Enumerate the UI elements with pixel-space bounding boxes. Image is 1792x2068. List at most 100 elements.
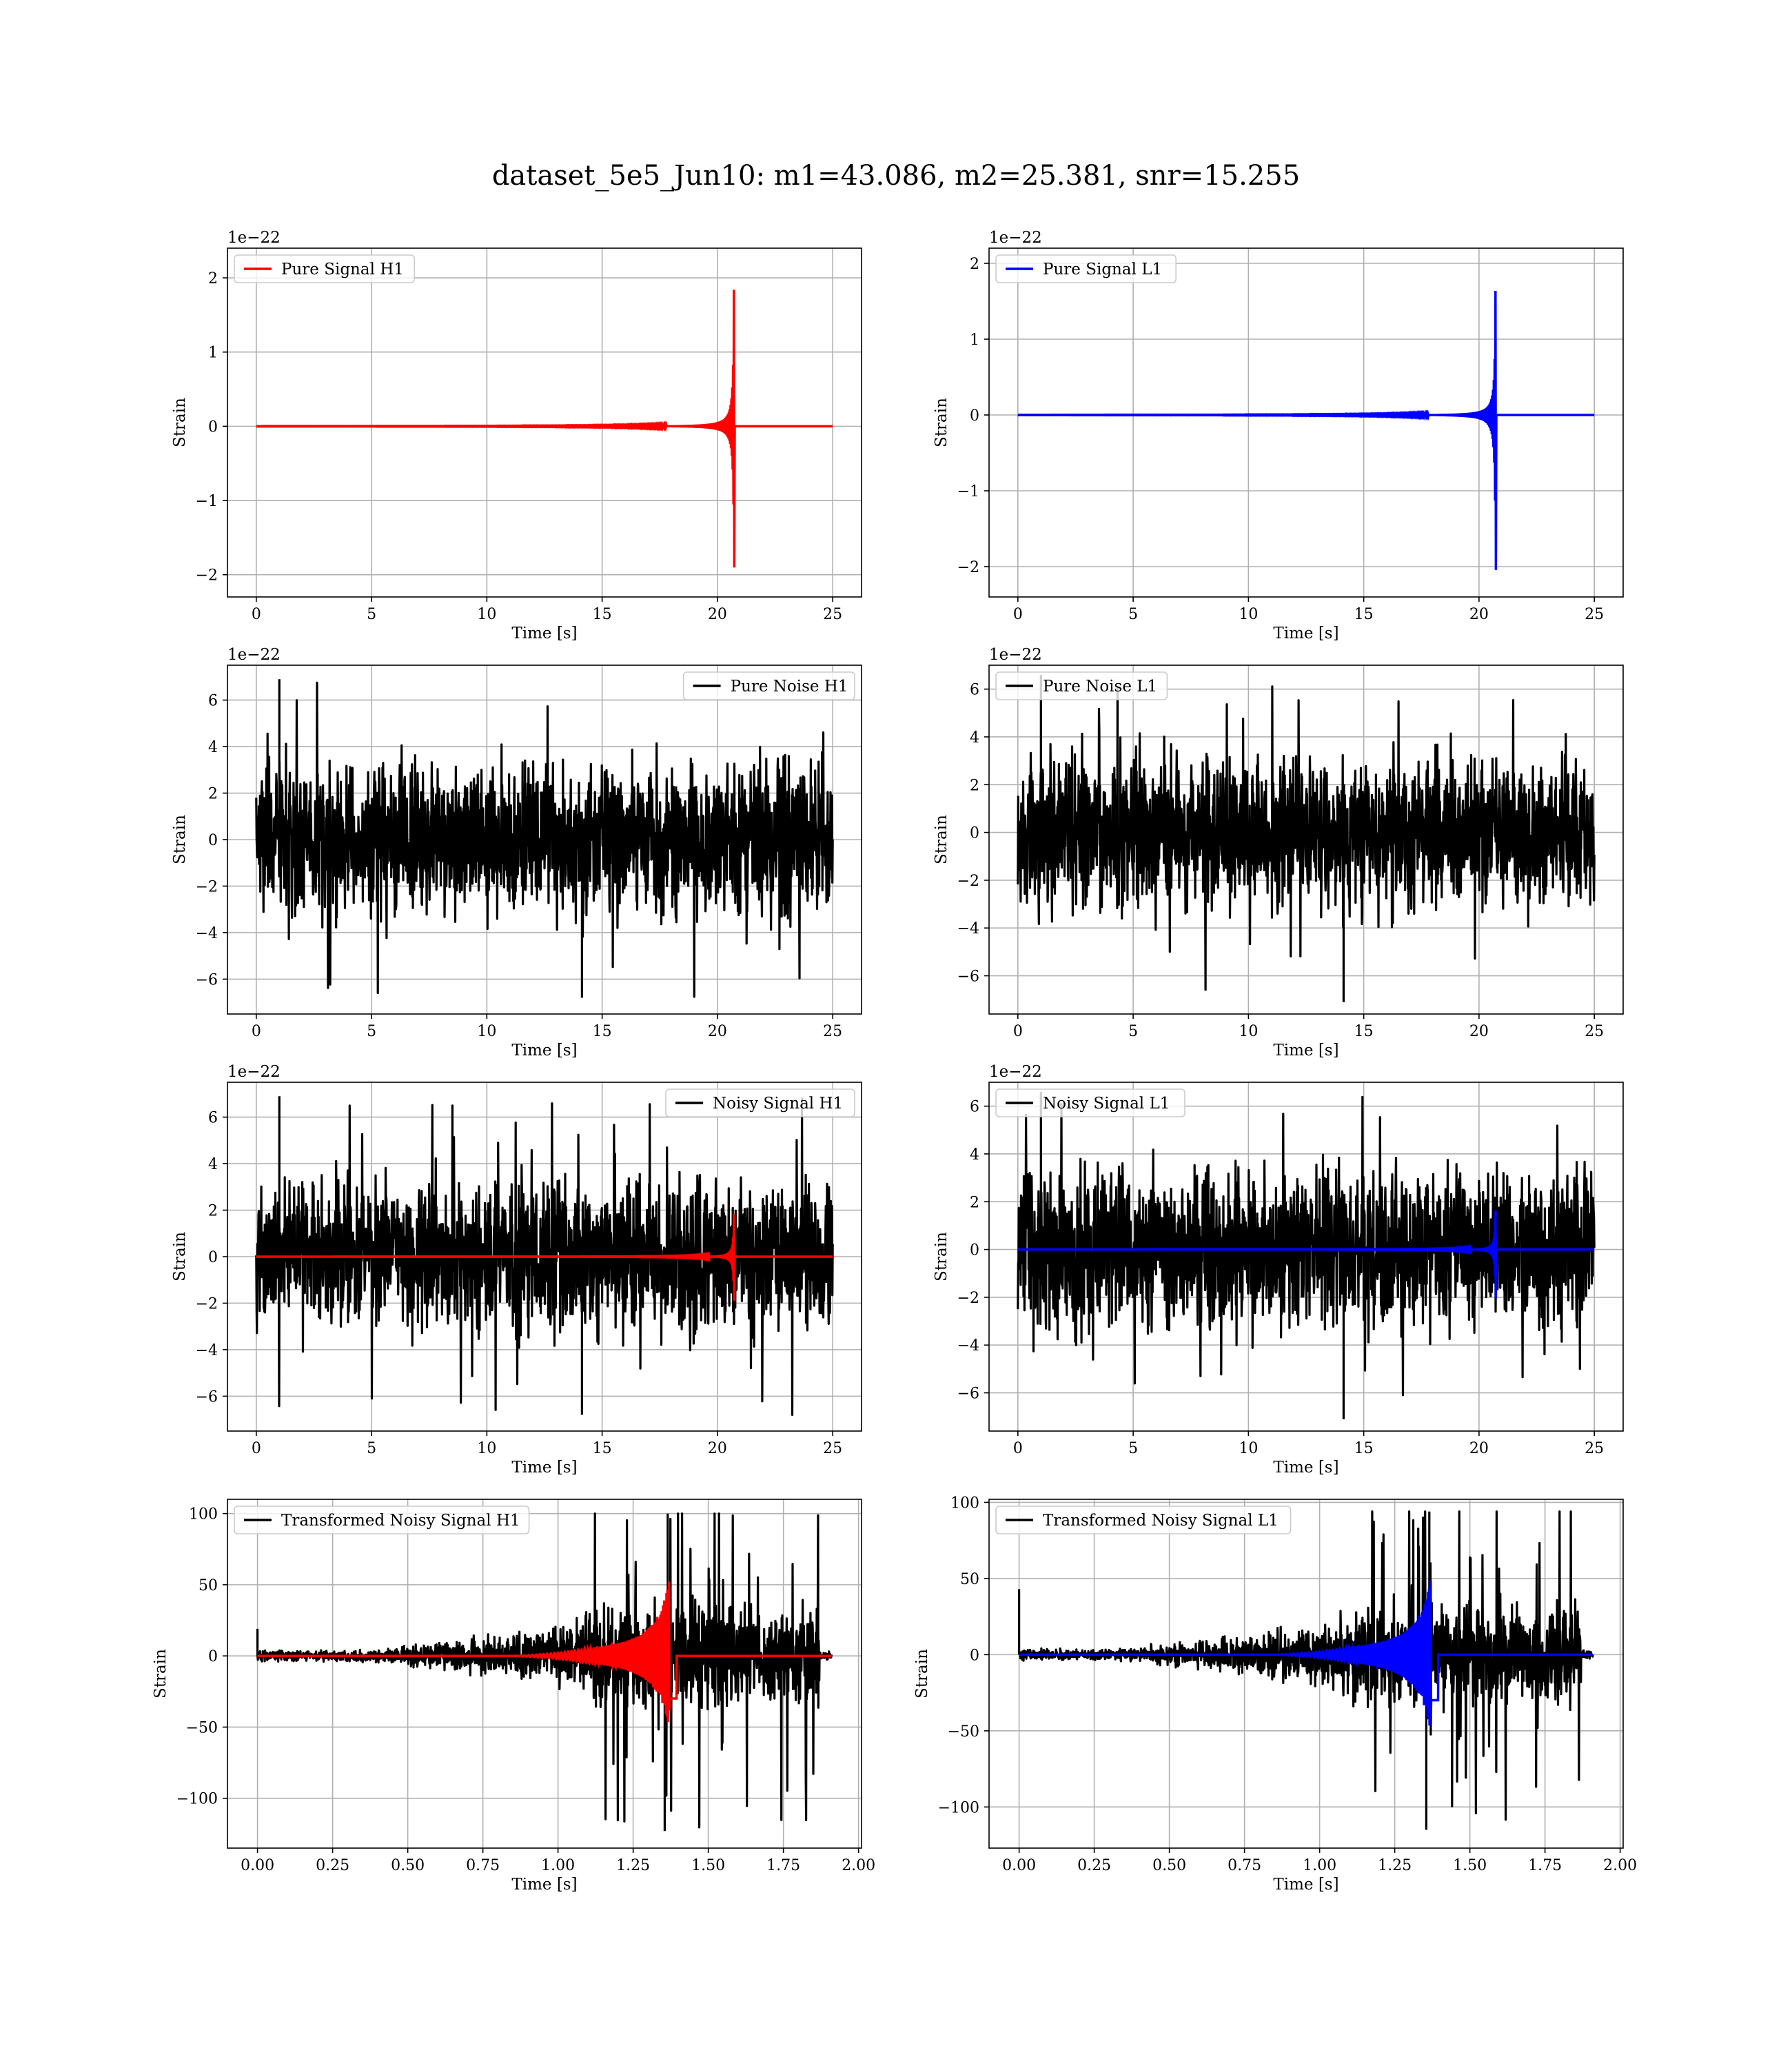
x-tick-label: 1.00 xyxy=(541,1857,575,1874)
y-tick-label: 2 xyxy=(208,786,218,803)
x-tick-label: 25 xyxy=(1585,606,1604,623)
y-tick-label: −2 xyxy=(957,873,979,890)
y-tick-label: 6 xyxy=(970,682,979,699)
y-tick-label: −50 xyxy=(186,1719,218,1736)
plot-area xyxy=(255,1096,834,1416)
x-tick-label: 0.75 xyxy=(466,1857,500,1874)
x-tick-label: 5 xyxy=(1128,606,1138,623)
y-tick-label: −2 xyxy=(957,1290,979,1307)
x-tick-label: 15 xyxy=(593,1440,612,1457)
x-tick-label: 0.50 xyxy=(391,1857,425,1874)
x-tick-label: 1.50 xyxy=(691,1857,725,1874)
axes-frame xyxy=(227,1499,862,1849)
plot-area xyxy=(256,1512,833,1832)
x-tick-label: 15 xyxy=(1354,1023,1374,1040)
legend-box xyxy=(665,1088,855,1117)
x-tick-label: 15 xyxy=(593,1023,612,1040)
legend: Pure Signal L1 xyxy=(995,254,1177,283)
x-tick-label: 2.00 xyxy=(1603,1857,1637,1874)
y-tick-label: −100 xyxy=(176,1791,218,1808)
y-tick-label: −1 xyxy=(196,493,218,510)
legend: Pure Signal H1 xyxy=(234,254,416,283)
x-axis-label: Time [s] xyxy=(511,1459,577,1477)
y-tick-label: −6 xyxy=(196,1388,218,1406)
plot-area xyxy=(1017,290,1595,570)
x-tick-label: 1.75 xyxy=(766,1857,800,1874)
x-tick-label: 0 xyxy=(252,1023,261,1040)
legend-label: Noisy Signal H1 xyxy=(713,1095,843,1113)
y-tick-label: −6 xyxy=(196,971,218,989)
subplot-noisy-signal-l1: 0 5 10 15 20 25 −6 −4 −2 0 2 4 6 Time [s] Strain 1e−22N… xyxy=(933,1063,1624,1477)
y-tick-label: 1 xyxy=(208,345,218,362)
y-tick-label: 2 xyxy=(208,270,218,287)
y-tick-label: 4 xyxy=(208,1156,218,1173)
axes-frame xyxy=(988,247,1624,598)
x-tick-label: 1.25 xyxy=(616,1857,650,1874)
y-axis-label: Strain xyxy=(933,1232,950,1281)
x-tick-label: 10 xyxy=(1239,1440,1258,1457)
y-axis-label: Strain xyxy=(913,1649,931,1699)
y-tick-label: −1 xyxy=(957,483,979,500)
x-tick-label: 0 xyxy=(252,1440,261,1457)
y-tick-label: 0 xyxy=(970,407,979,425)
x-tick-label: 0.00 xyxy=(1002,1857,1036,1874)
x-tick-label: 10 xyxy=(477,606,496,623)
y-tick-label: 2 xyxy=(970,777,979,794)
axes-frame xyxy=(988,665,1624,1015)
y-tick-label: 0 xyxy=(208,1648,218,1665)
y-tick-label: 50 xyxy=(960,1571,979,1588)
series-overlay-1 xyxy=(1019,1580,1594,1726)
x-tick-label: 25 xyxy=(823,1023,842,1040)
x-tick-label: 20 xyxy=(708,606,727,623)
x-tick-label: 15 xyxy=(1354,1440,1374,1457)
y-tick-label: 4 xyxy=(970,729,979,747)
y-tick-label: 0 xyxy=(970,825,979,842)
x-tick-label: 25 xyxy=(823,606,842,623)
y-tick-label: −2 xyxy=(196,1295,218,1312)
y-offset-text: 1e−22 xyxy=(989,1063,1042,1081)
legend: Pure Noise L1 xyxy=(995,671,1168,700)
x-axis-label: Time [s] xyxy=(1273,1042,1338,1060)
plot-area xyxy=(255,679,834,998)
subplot-pure-noise-l1: 0 5 10 15 20 25 −6 −4 −2 0 2 4 6 Time [s] Strain 1e−22P… xyxy=(933,646,1624,1060)
subplot-pure-signal-l1: 0 5 10 15 20 25 −2 −1 0 1 2 Time [s] Strain 1e−22Pure… xyxy=(933,229,1624,642)
x-tick-label: 15 xyxy=(1354,606,1374,623)
y-tick-label: −100 xyxy=(938,1799,979,1816)
x-tick-label: 5 xyxy=(367,1023,376,1040)
subplot-pure-noise-h1: 0 5 10 15 20 25 −6 −4 −2 0 2 4 6 Time [s] Strain 1e−22 P… xyxy=(171,646,862,1060)
x-axis-label: Time [s] xyxy=(1273,1876,1338,1894)
y-tick-label: −4 xyxy=(196,1342,218,1359)
axes-frame xyxy=(988,1082,1624,1432)
y-tick-label: 1 xyxy=(970,332,979,349)
x-tick-label: 20 xyxy=(708,1440,727,1457)
x-tick-label: 10 xyxy=(477,1440,496,1457)
series-noisy-signal-h1 xyxy=(255,1096,834,1416)
x-tick-label: 0 xyxy=(252,606,261,623)
y-axis-label: Strain xyxy=(933,398,950,447)
plot-area xyxy=(1018,1510,1594,1830)
legend: Noisy Signal H1 xyxy=(665,1088,855,1117)
x-tick-label: 1.50 xyxy=(1453,1857,1487,1874)
x-tick-label: 0.50 xyxy=(1152,1857,1186,1874)
series-pure-noise-h1 xyxy=(255,679,834,998)
y-tick-label: 100 xyxy=(189,1506,218,1523)
x-tick-label: 5 xyxy=(367,1440,376,1457)
x-tick-label: 5 xyxy=(367,606,376,623)
y-axis-label: Strain xyxy=(171,398,189,447)
x-axis-label: Time [s] xyxy=(511,1042,577,1060)
x-tick-label: 0.25 xyxy=(316,1857,349,1874)
series-overlay-1 xyxy=(1017,1210,1595,1299)
x-tick-label: 25 xyxy=(823,1440,842,1457)
legend: Transformed Noisy Signal L1 xyxy=(995,1506,1292,1534)
y-tick-label: 4 xyxy=(208,739,218,756)
x-axis-label: Time [s] xyxy=(1273,625,1338,642)
y-tick-label: −4 xyxy=(957,920,979,937)
legend-box xyxy=(234,1506,530,1534)
y-tick-label: 6 xyxy=(970,1099,979,1116)
x-tick-label: 0.25 xyxy=(1077,1857,1111,1874)
series-noisy-signal-l1 xyxy=(1017,1091,1596,1419)
y-axis-label: Strain xyxy=(171,1232,189,1281)
